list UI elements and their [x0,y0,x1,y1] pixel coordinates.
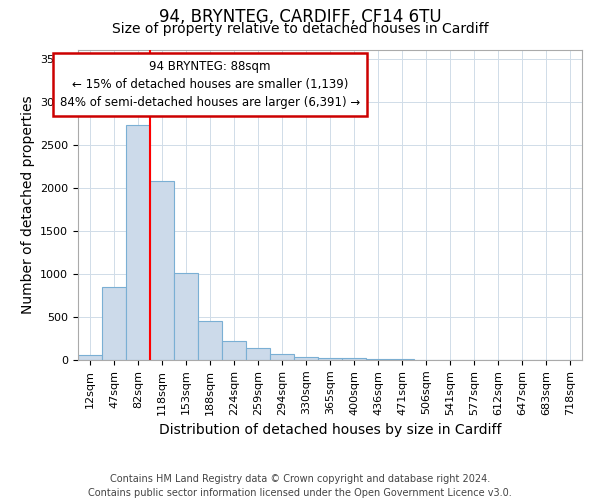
X-axis label: Distribution of detached houses by size in Cardiff: Distribution of detached houses by size … [159,423,501,437]
Bar [126,126,150,360]
Bar [294,356,318,360]
Bar [198,321,222,360]
Bar [174,273,198,360]
Text: 94, BRYNTEG, CARDIFF, CF14 6TU: 94, BRYNTEG, CARDIFF, CF14 6TU [158,8,442,26]
Bar [150,182,174,360]
Bar [366,358,390,360]
Bar [270,354,294,360]
Text: 94 BRYNTEG: 88sqm
← 15% of detached houses are smaller (1,139)
84% of semi-detac: 94 BRYNTEG: 88sqm ← 15% of detached hous… [60,60,360,110]
Bar [78,356,102,360]
Text: Contains HM Land Registry data © Crown copyright and database right 2024.
Contai: Contains HM Land Registry data © Crown c… [88,474,512,498]
Bar [222,342,246,360]
Bar [318,358,342,360]
Text: Size of property relative to detached houses in Cardiff: Size of property relative to detached ho… [112,22,488,36]
Bar [342,358,366,360]
Bar [102,287,126,360]
Y-axis label: Number of detached properties: Number of detached properties [20,96,35,314]
Bar [246,348,270,360]
